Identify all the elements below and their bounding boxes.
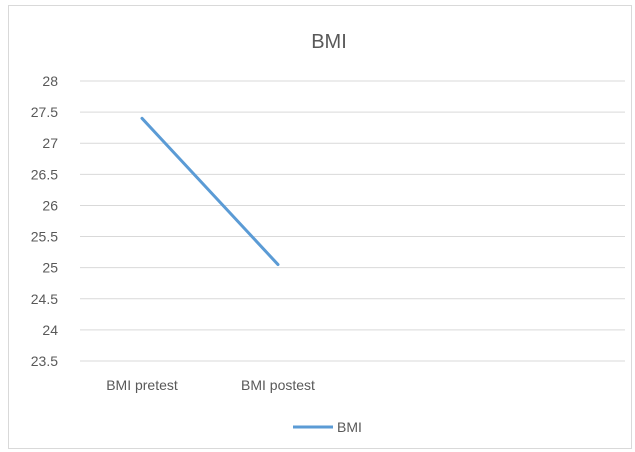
series-line-bmi (140, 116, 280, 267)
y-tick-label: 28 (42, 73, 58, 89)
y-tick-label: 27.5 (31, 104, 58, 120)
legend-label-bmi: BMI (337, 419, 362, 435)
y-tick-label: 25.5 (31, 229, 58, 245)
x-tick-label: BMI postest (241, 377, 315, 393)
chart-frame (8, 5, 632, 449)
y-axis-ticks: 28 27.5 27 26.5 26 25.5 25 24.5 24 23.5 (31, 73, 58, 369)
y-tick-label: 26.5 (31, 166, 58, 182)
y-tick-label: 25 (42, 260, 58, 276)
y-tick-label: 24 (42, 322, 58, 338)
x-axis-ticks: BMI pretest BMI postest (106, 377, 315, 393)
series-layer (140, 116, 280, 267)
chart-title: BMI (311, 31, 347, 53)
y-tick-label: 27 (42, 135, 58, 151)
y-tick-label: 23.5 (31, 353, 58, 369)
x-tick-label: BMI pretest (106, 377, 178, 393)
legend: BMI (293, 419, 362, 435)
y-tick-label: 26 (42, 197, 58, 213)
grid-lines (80, 80, 625, 362)
y-tick-label: 24.5 (31, 291, 58, 307)
